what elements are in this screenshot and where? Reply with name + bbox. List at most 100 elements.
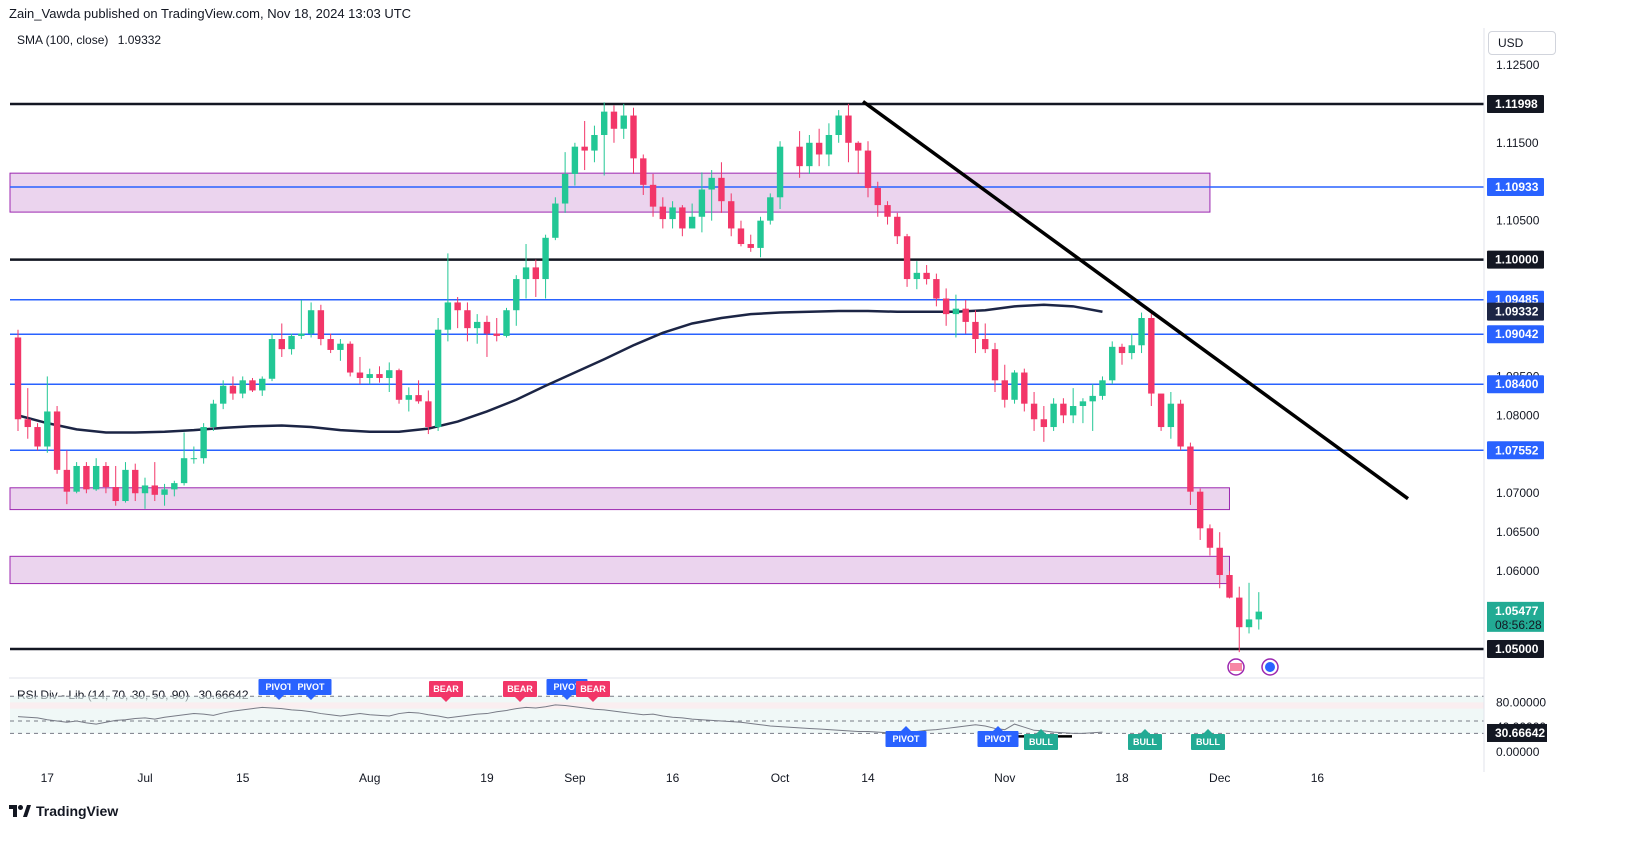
time-label: Aug xyxy=(359,771,380,785)
signal-pointer-3 xyxy=(515,697,525,702)
candle-12-body xyxy=(132,469,139,494)
candle-54-body xyxy=(542,237,549,280)
candle-49-body xyxy=(493,333,500,336)
time-label: Oct xyxy=(771,771,790,785)
time-label: 19 xyxy=(480,771,494,785)
candle-84-body xyxy=(835,115,842,135)
downtrend-line xyxy=(861,100,1410,501)
candle-30-body xyxy=(307,310,315,334)
rsi-value-tag-bg xyxy=(1487,723,1547,742)
candle-120-body xyxy=(1187,446,1194,492)
signal-tag-label-1: PIVOT xyxy=(297,682,325,692)
candle-70-body xyxy=(698,189,706,217)
candle-25-body xyxy=(259,378,266,391)
signal-pointer-9 xyxy=(1140,729,1150,734)
candle-63-body xyxy=(630,115,637,159)
level-tag-1-bg xyxy=(1487,177,1544,196)
candle-2-body xyxy=(34,427,41,447)
last-price-tag-bg xyxy=(1487,601,1544,632)
candle-11-body xyxy=(122,469,129,502)
level-tag-0-bg xyxy=(1487,95,1544,113)
candle-50-body xyxy=(503,310,510,336)
candle-61-body xyxy=(610,111,618,129)
candle-82-body xyxy=(815,142,823,155)
candle-117-body xyxy=(1157,393,1165,428)
candle-23-body xyxy=(239,380,246,394)
price-tick-label: 1.07000 xyxy=(1496,486,1540,500)
candle-36-body xyxy=(366,374,373,378)
last-price-countdown: 08:56:28 xyxy=(1495,618,1542,632)
candle-8-body xyxy=(92,465,100,490)
candle-75-body xyxy=(747,244,754,248)
candle-35-body xyxy=(356,372,364,378)
candle-77-body xyxy=(767,197,774,221)
candle-86-body xyxy=(855,142,862,151)
candle-40-body xyxy=(405,395,412,400)
candle-13-body xyxy=(141,485,149,494)
candle-46-body xyxy=(464,310,471,329)
candle-44-body xyxy=(444,302,452,330)
signal-tag-label-9: BULL xyxy=(1133,737,1157,747)
candle-14-body xyxy=(151,485,158,495)
signal-pointer-10 xyxy=(1203,729,1213,734)
supply-demand-zones xyxy=(9,172,1230,585)
candle-114-body xyxy=(1128,345,1135,354)
sma-legend[interactable]: SMA (100, close) 1.09332 xyxy=(17,33,161,47)
signal-tag-label-10: BULL xyxy=(1196,737,1220,747)
candle-125-body xyxy=(1236,597,1243,628)
signal-tag-label-8: BULL xyxy=(1029,737,1053,747)
price-tick-label: 1.06500 xyxy=(1496,525,1540,539)
price-tick-label: 1.10500 xyxy=(1496,214,1540,228)
tradingview-logo-icon xyxy=(9,805,31,817)
candle-111-body xyxy=(1099,380,1106,396)
candle-99-body xyxy=(982,339,989,350)
candle-87-body xyxy=(864,150,872,188)
candle-97-body xyxy=(962,308,969,322)
candle-47-body xyxy=(473,321,481,329)
candle-108-body xyxy=(1069,406,1077,416)
candle-9-body xyxy=(102,465,110,488)
candle-51-body xyxy=(513,279,520,311)
rsi-overbought-band xyxy=(10,702,1484,709)
candle-62-body xyxy=(620,115,627,129)
candle-33-body xyxy=(337,343,344,350)
level-tag-2-bg xyxy=(1487,250,1544,269)
rsi-band xyxy=(10,696,1484,734)
level-tag-2-label: 1.10000 xyxy=(1495,253,1539,267)
candle-20-body xyxy=(210,403,217,428)
time-label: 14 xyxy=(861,771,875,785)
currency-button[interactable]: USD xyxy=(1488,31,1556,55)
price-tick-label: 1.12500 xyxy=(1496,58,1540,72)
tradingview-logo[interactable]: TradingView xyxy=(9,803,118,819)
candle-16-body xyxy=(171,483,178,490)
candle-104-body xyxy=(1030,403,1038,420)
time-label: 18 xyxy=(1115,771,1129,785)
candle-102-body xyxy=(1011,372,1018,400)
candle-4-body xyxy=(53,411,61,470)
candle-10-body xyxy=(112,487,119,502)
candle-38-body xyxy=(386,370,393,378)
candle-22-body xyxy=(229,385,237,394)
candle-69-body xyxy=(688,216,696,229)
candle-31-body xyxy=(317,310,325,340)
signal-tag-label-6: PIVOT xyxy=(892,734,920,744)
level-tag-4-bg xyxy=(1487,325,1544,344)
candle-105-body xyxy=(1040,419,1048,428)
candle-67-body xyxy=(669,207,676,220)
price-tick-label: 1.11500 xyxy=(1496,136,1539,150)
footer-brand: TradingView xyxy=(36,803,119,819)
candle-96-body xyxy=(952,308,960,315)
candle-59-body xyxy=(591,134,598,151)
candle-81-body xyxy=(806,142,813,167)
candle-1-body xyxy=(24,419,31,428)
level-tag-0-label: 1.11998 xyxy=(1495,97,1538,111)
zone-1 xyxy=(9,487,1230,511)
candle-60-body xyxy=(601,111,608,135)
signal-tag-label-7: PIVOT xyxy=(984,734,1012,744)
candle-112-body xyxy=(1109,346,1116,381)
trendline xyxy=(861,100,1410,501)
rsi-value-tag-label: 30.66642 xyxy=(1495,726,1545,740)
candle-103-body xyxy=(1021,372,1028,404)
